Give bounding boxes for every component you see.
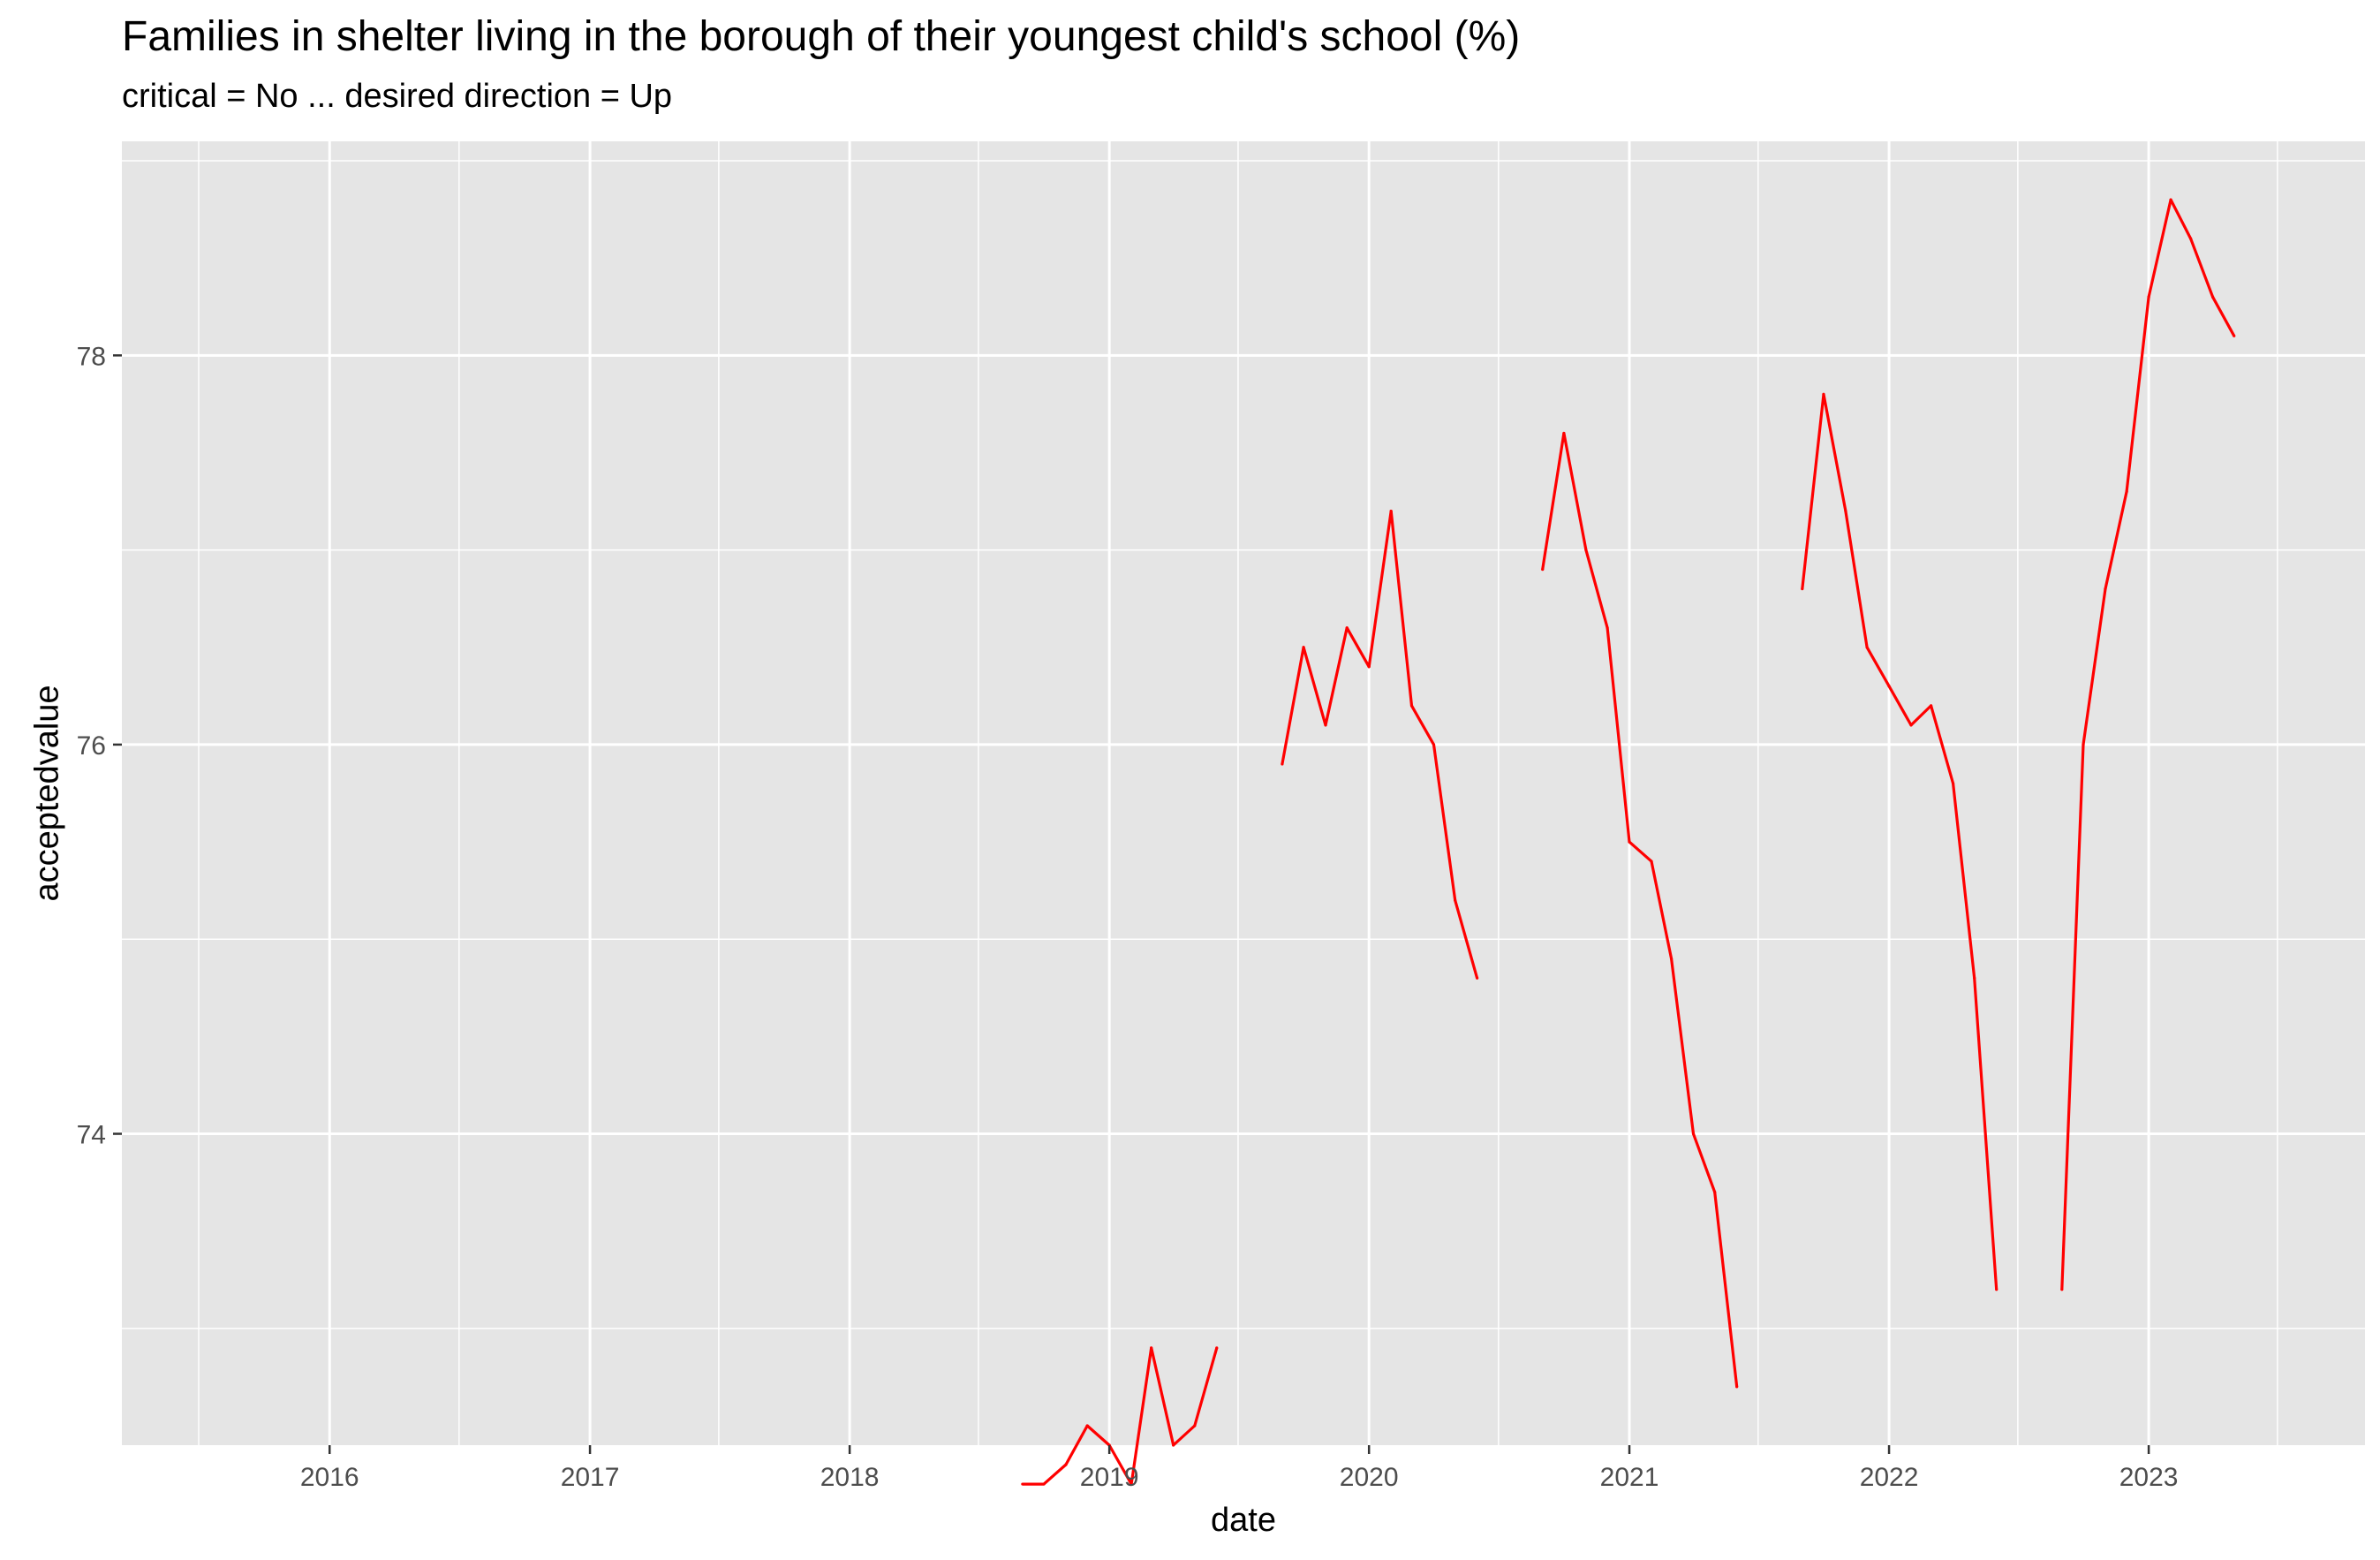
data-point <box>1064 1463 1068 1466</box>
data-point <box>1345 626 1349 630</box>
data-point <box>1713 1191 1717 1194</box>
data-point <box>1409 704 1414 708</box>
major-gridlines <box>122 141 2365 1445</box>
data-point <box>1650 860 1653 863</box>
data-point <box>2211 295 2215 299</box>
data-point <box>1302 646 1305 649</box>
data-point <box>1584 549 1588 552</box>
x-tick-label: 2019 <box>1080 1463 1139 1492</box>
data-point <box>2147 295 2150 299</box>
plot-panel <box>122 141 2365 1445</box>
data-point <box>1995 1288 1998 1291</box>
x-tick-label: 2021 <box>1600 1463 1659 1492</box>
data-point <box>1541 568 1545 572</box>
data-point <box>1130 1482 1133 1486</box>
x-tick-label: 2022 <box>1860 1463 1919 1492</box>
data-point <box>1042 1482 1046 1486</box>
data-point <box>2125 489 2128 494</box>
data-point <box>1844 509 1847 513</box>
data-point <box>2104 587 2107 591</box>
data-point <box>1865 646 1869 649</box>
x-tick-label: 2016 <box>300 1463 359 1492</box>
data-point <box>2060 1288 2064 1291</box>
data-point <box>1085 1424 1089 1427</box>
data-point <box>1367 665 1371 669</box>
axes-layer: 2016 2017 2018 2019 2020 2021 2022 2023 74 76 78 <box>77 342 2179 1492</box>
y-tick-label: 78 <box>77 342 106 371</box>
data-point <box>1432 743 1436 746</box>
data-point <box>1669 957 1674 960</box>
data-point <box>1172 1443 1175 1447</box>
data-point <box>1909 723 1913 727</box>
data-point <box>2189 237 2193 240</box>
data-point <box>1215 1346 1219 1350</box>
data-point <box>1389 509 1393 513</box>
x-tick-label: 2023 <box>2119 1463 2179 1492</box>
data-point <box>1691 1132 1696 1136</box>
data-point <box>1628 840 1631 844</box>
data-point <box>1951 782 1955 785</box>
data-point <box>2082 743 2085 746</box>
x-axis-title: date <box>1211 1502 1276 1539</box>
series-layer <box>1021 198 2236 1486</box>
series-line-segment-4 <box>1801 392 1998 1290</box>
data-point <box>1887 685 1891 688</box>
data-point <box>1324 723 1327 727</box>
data-point <box>1150 1346 1153 1350</box>
x-tick-label: 2017 <box>561 1463 620 1492</box>
data-point <box>1822 392 1825 396</box>
x-tick-label: 2018 <box>820 1463 880 1492</box>
data-point <box>1801 587 1804 591</box>
data-point <box>1476 976 1479 980</box>
chart-subtitle: critical = No ... desired direction = Up <box>122 78 673 115</box>
series-line-segment-1 <box>1022 1346 1219 1486</box>
series-line-segment-2 <box>1281 509 1479 979</box>
minor-gridlines <box>122 141 2365 1445</box>
data-point <box>2169 198 2172 201</box>
data-point <box>2233 334 2236 337</box>
series-line-segment-3 <box>1541 431 1739 1388</box>
data-point <box>1562 431 1566 435</box>
y-tick-label: 74 <box>77 1121 106 1150</box>
data-point <box>1193 1424 1197 1427</box>
data-point <box>1021 1482 1024 1486</box>
data-point <box>1929 704 1933 708</box>
y-tick-label: 76 <box>77 731 106 761</box>
data-point <box>1606 626 1609 630</box>
data-point <box>1454 898 1457 902</box>
y-axis-title: acceptedvalue <box>28 685 65 901</box>
data-point <box>1973 976 1976 980</box>
chart-title: Families in shelter living in the boroug… <box>122 13 1521 60</box>
data-point <box>1735 1385 1739 1389</box>
data-point <box>1281 762 1284 766</box>
x-tick-label: 2020 <box>1340 1463 1399 1492</box>
